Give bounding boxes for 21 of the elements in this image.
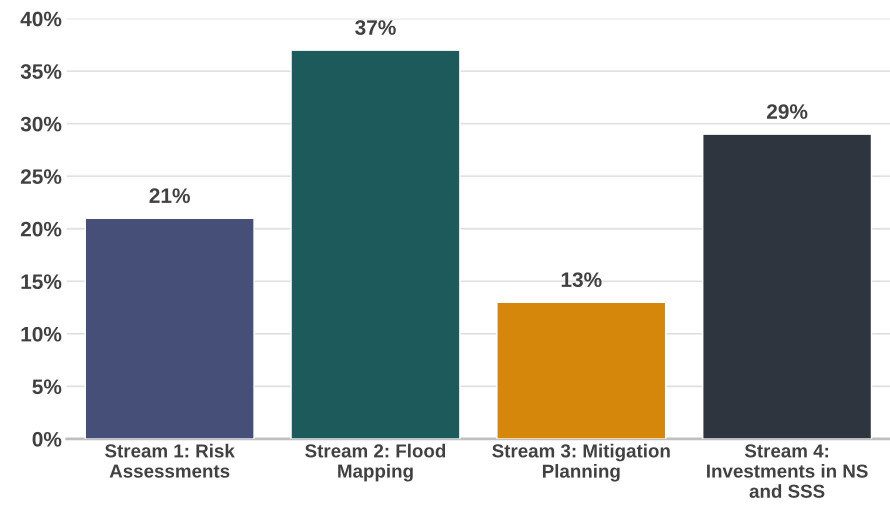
y-tick-label: 15% (22, 274, 62, 290)
bar (84, 218, 255, 439)
y-tick-label: 40% (20, 12, 62, 26)
data-label: 13% (562, 272, 602, 288)
y-tick-label: 0% (32, 432, 62, 447)
y-tick-label: 35% (20, 64, 62, 79)
x-tick-label: Stream 1: Risk Assessments (105, 444, 235, 478)
data-label: 21% (150, 188, 190, 203)
y-tick-label: 30% (20, 116, 62, 132)
bar (496, 302, 666, 439)
y-tick-label: 10% (22, 326, 62, 342)
y-tick-label: 5% (32, 379, 62, 394)
data-label: 29% (766, 104, 808, 119)
data-label: 37% (355, 20, 396, 35)
x-tick-label: Stream 3: Mitigation Planning (492, 444, 670, 482)
y-tick-label: 25% (20, 169, 62, 184)
x-tick-label: Stream 4: Investments in NS and SSS (707, 444, 868, 498)
x-tick-label: Stream 2: Flood Mapping (305, 444, 446, 482)
y-tick-label: 20% (20, 222, 62, 237)
bar (290, 49, 461, 439)
bar (702, 134, 872, 439)
